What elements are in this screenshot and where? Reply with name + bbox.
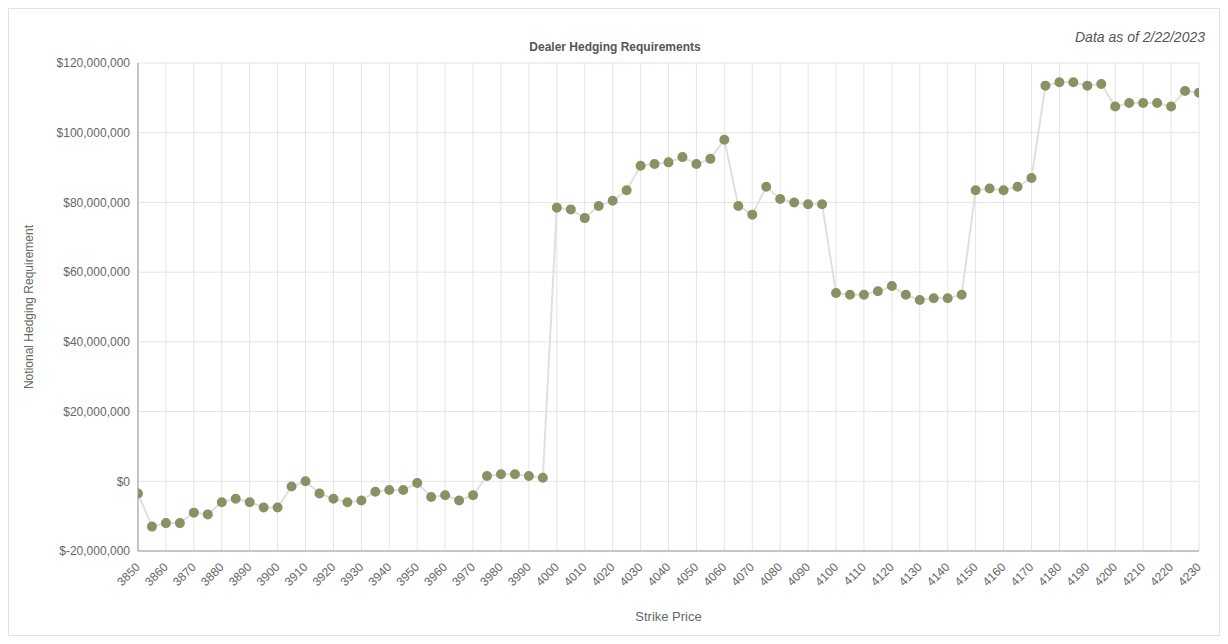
svg-text:4050: 4050 bbox=[673, 560, 702, 589]
svg-text:4170: 4170 bbox=[1008, 560, 1037, 589]
svg-text:3970: 3970 bbox=[449, 560, 478, 589]
svg-text:Strike Price: Strike Price bbox=[635, 609, 701, 624]
svg-text:3960: 3960 bbox=[421, 560, 450, 589]
svg-text:4020: 4020 bbox=[589, 560, 618, 589]
svg-text:$20,000,000: $20,000,000 bbox=[63, 405, 130, 419]
svg-text:4190: 4190 bbox=[1063, 560, 1092, 589]
svg-text:4000: 4000 bbox=[533, 560, 562, 589]
svg-text:$120,000,000: $120,000,000 bbox=[57, 56, 131, 70]
svg-text:3890: 3890 bbox=[226, 560, 255, 589]
svg-text:3930: 3930 bbox=[338, 560, 367, 589]
svg-text:4030: 4030 bbox=[617, 560, 646, 589]
svg-text:4090: 4090 bbox=[784, 560, 813, 589]
svg-text:4160: 4160 bbox=[980, 560, 1009, 589]
svg-text:4210: 4210 bbox=[1119, 560, 1148, 589]
svg-text:$-20,000,000: $-20,000,000 bbox=[59, 544, 130, 558]
svg-text:Notional Hedging Requirement: Notional Hedging Requirement bbox=[22, 224, 36, 389]
svg-text:3950: 3950 bbox=[393, 560, 422, 589]
svg-text:3900: 3900 bbox=[254, 560, 283, 589]
svg-text:4130: 4130 bbox=[896, 560, 925, 589]
svg-text:$80,000,000: $80,000,000 bbox=[63, 196, 130, 210]
svg-text:3910: 3910 bbox=[282, 560, 311, 589]
svg-text:3850: 3850 bbox=[114, 560, 143, 589]
svg-text:4150: 4150 bbox=[952, 560, 981, 589]
svg-text:$100,000,000: $100,000,000 bbox=[57, 126, 131, 140]
svg-text:4070: 4070 bbox=[728, 560, 757, 589]
svg-text:3980: 3980 bbox=[477, 560, 506, 589]
svg-text:4080: 4080 bbox=[756, 560, 785, 589]
svg-text:$0: $0 bbox=[117, 475, 131, 489]
svg-text:4120: 4120 bbox=[868, 560, 897, 589]
svg-text:3990: 3990 bbox=[505, 560, 534, 589]
svg-text:4040: 4040 bbox=[645, 560, 674, 589]
svg-text:4110: 4110 bbox=[841, 560, 869, 588]
html-text:Dealer Hedging Requirements: Dealer Hedging Requirements bbox=[529, 40, 701, 54]
svg-text:3860: 3860 bbox=[142, 560, 171, 589]
svg-text:4100: 4100 bbox=[812, 560, 841, 589]
svg-text:3920: 3920 bbox=[310, 560, 339, 589]
svg-text:4200: 4200 bbox=[1091, 560, 1120, 589]
svg-text:3880: 3880 bbox=[198, 560, 227, 589]
svg-text:3940: 3940 bbox=[365, 560, 394, 589]
html-text:Data as of 2/22/2023: Data as of 2/22/2023 bbox=[1075, 29, 1205, 45]
svg-text:4220: 4220 bbox=[1147, 560, 1176, 589]
svg-text:$40,000,000: $40,000,000 bbox=[63, 335, 130, 349]
svg-text:3870: 3870 bbox=[170, 560, 199, 589]
svg-text:4230: 4230 bbox=[1175, 560, 1204, 589]
svg-text:4140: 4140 bbox=[924, 560, 953, 589]
svg-text:4180: 4180 bbox=[1036, 560, 1065, 589]
svg-text:$60,000,000: $60,000,000 bbox=[63, 265, 130, 279]
svg-text:4060: 4060 bbox=[701, 560, 730, 589]
svg-text:4010: 4010 bbox=[561, 560, 590, 589]
